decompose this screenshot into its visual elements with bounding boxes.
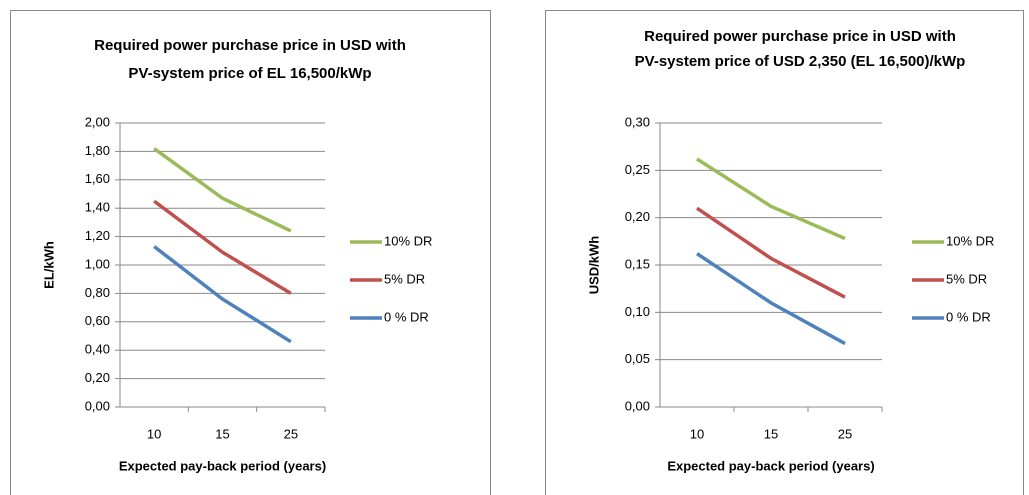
y-axis-label: EL/kWh xyxy=(41,241,56,289)
legend-label: 5% DR xyxy=(946,271,987,286)
chart-frame xyxy=(10,10,491,495)
x-axis-label: Expected pay-back period (years) xyxy=(667,458,874,473)
chart-title: PV-system price of EL 16,500/kWp xyxy=(128,65,371,82)
line-series xyxy=(696,206,846,299)
chart-frame xyxy=(545,10,1024,495)
x-tick-label: 15 xyxy=(764,426,778,441)
chart-title: Required power purchase price in USD wit… xyxy=(94,37,406,54)
y-tick-label: 0,05 xyxy=(625,351,650,366)
line-series xyxy=(153,199,292,295)
x-tick-label: 10 xyxy=(147,426,161,441)
y-tick-label: 0,80 xyxy=(85,285,110,300)
y-tick-label: 1,20 xyxy=(85,228,110,243)
y-tick-label: 0,30 xyxy=(625,114,650,129)
y-tick-label: 1,60 xyxy=(85,171,110,186)
chart-title: Required power purchase price in USD wit… xyxy=(644,28,956,45)
y-tick-label: 0,20 xyxy=(625,209,650,224)
y-tick-label: 1,00 xyxy=(85,256,110,271)
legend-label: 10% DR xyxy=(946,233,994,248)
y-tick-label: 1,40 xyxy=(85,200,110,215)
y-tick-label: 0,40 xyxy=(85,342,110,357)
y-axis-label: USD/kWh xyxy=(586,236,601,295)
x-tick-label: 15 xyxy=(215,426,229,441)
x-tick-label: 25 xyxy=(284,426,298,441)
y-tick-label: 0,25 xyxy=(625,162,650,177)
line-series xyxy=(696,157,846,241)
line-series xyxy=(153,147,292,233)
legend-label: 0 % DR xyxy=(946,309,991,324)
y-tick-label: 2,00 xyxy=(85,114,110,129)
y-tick-label: 0,60 xyxy=(85,313,110,328)
y-tick-label: 0,15 xyxy=(625,256,650,271)
y-tick-label: 0,20 xyxy=(85,370,110,385)
line-series xyxy=(696,252,846,346)
line-series xyxy=(153,245,292,344)
legend-label: 10% DR xyxy=(384,233,432,248)
chart-title: PV-system price of USD 2,350 (EL 16,500)… xyxy=(635,53,966,70)
y-tick-label: 0,00 xyxy=(625,398,650,413)
x-tick-label: 10 xyxy=(690,426,704,441)
legend-label: 0 % DR xyxy=(384,309,429,324)
y-tick-label: 0,00 xyxy=(85,398,110,413)
y-tick-label: 0,10 xyxy=(625,304,650,319)
x-tick-label: 25 xyxy=(838,426,852,441)
y-tick-label: 1,80 xyxy=(85,143,110,158)
legend-label: 5% DR xyxy=(384,271,425,286)
x-axis-label: Expected pay-back period (years) xyxy=(119,458,326,473)
